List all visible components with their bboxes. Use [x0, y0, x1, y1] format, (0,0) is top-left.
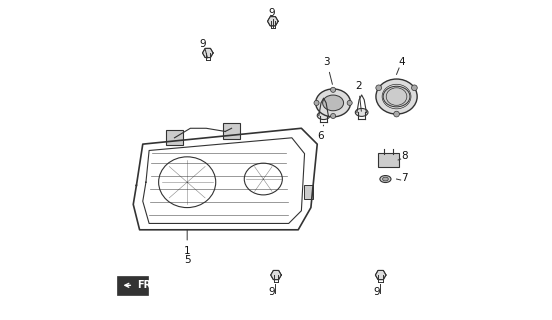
Text: 8: 8: [401, 151, 408, 161]
Ellipse shape: [380, 176, 391, 182]
FancyBboxPatch shape: [379, 153, 399, 167]
Text: 1: 1: [184, 229, 190, 256]
Ellipse shape: [376, 79, 417, 114]
Circle shape: [331, 114, 336, 118]
Text: 4: 4: [398, 57, 405, 67]
Polygon shape: [203, 48, 213, 58]
Circle shape: [394, 111, 400, 117]
Text: 6: 6: [317, 125, 323, 141]
Circle shape: [331, 87, 336, 92]
Text: 9: 9: [199, 39, 206, 49]
Ellipse shape: [383, 86, 410, 107]
Text: 9: 9: [268, 287, 274, 297]
FancyBboxPatch shape: [166, 131, 183, 145]
Circle shape: [347, 100, 352, 105]
Text: 3: 3: [323, 57, 332, 84]
Ellipse shape: [316, 89, 351, 117]
Polygon shape: [268, 17, 278, 26]
Ellipse shape: [383, 177, 388, 181]
Text: 2: 2: [355, 81, 362, 111]
Polygon shape: [375, 270, 386, 280]
Text: 9: 9: [373, 287, 380, 297]
Text: FR.: FR.: [137, 280, 155, 290]
Circle shape: [314, 100, 319, 105]
Ellipse shape: [317, 112, 330, 120]
Polygon shape: [270, 270, 282, 280]
FancyBboxPatch shape: [304, 185, 313, 199]
FancyBboxPatch shape: [117, 276, 148, 294]
Circle shape: [376, 85, 381, 91]
Text: 9: 9: [268, 8, 274, 18]
Text: 5: 5: [184, 255, 190, 265]
Ellipse shape: [322, 95, 343, 111]
Ellipse shape: [355, 108, 368, 116]
Circle shape: [412, 85, 417, 91]
FancyBboxPatch shape: [222, 123, 241, 139]
Text: 7: 7: [401, 172, 408, 183]
